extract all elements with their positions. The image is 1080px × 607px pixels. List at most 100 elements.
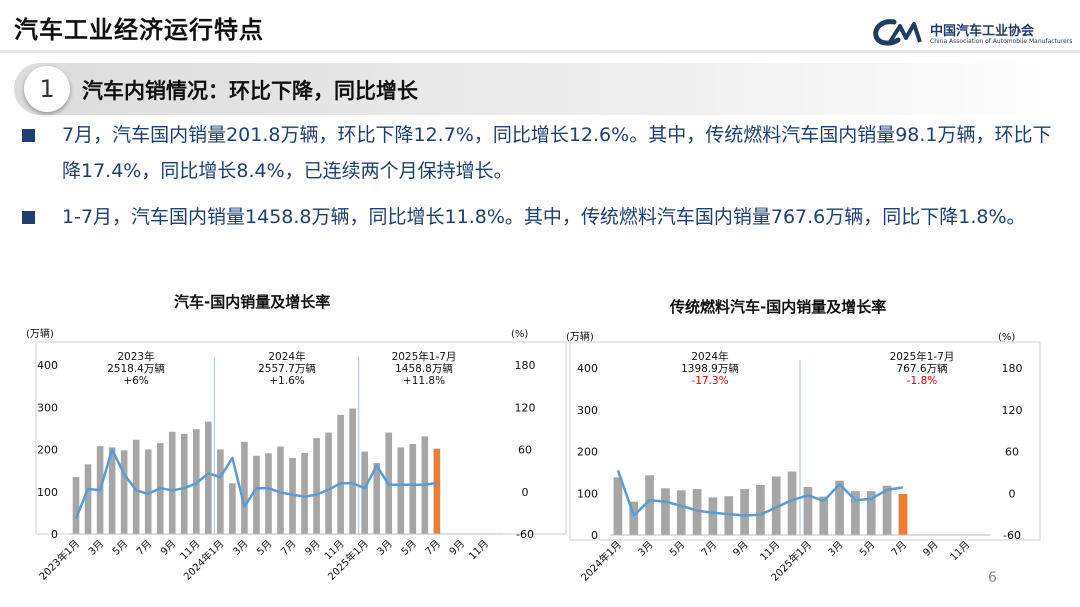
annotation-text: 1398.9万辆 <box>681 362 739 375</box>
bullet-item: 7月，汽车国内销量201.8万辆，环比下降12.7%，同比增长12.6%。其中，… <box>22 117 1062 189</box>
chart-title: 传统燃料汽车-国内销量及增长率 <box>670 298 887 316</box>
bullet-text: 1-7月，汽车国内销量1458.8万辆，同比增长11.8%。其中，传统燃料汽车国… <box>62 206 1026 228</box>
bar <box>835 480 844 535</box>
y2-tick-label: 180 <box>515 359 536 372</box>
bar <box>277 446 284 534</box>
bar <box>787 471 797 535</box>
x-tick-label: 11月 <box>758 539 783 564</box>
y2-tick-label: 60 <box>518 444 532 457</box>
bar <box>661 488 670 535</box>
y-tick-label: 400 <box>577 362 598 375</box>
y-tick-label: 300 <box>577 404 598 417</box>
bar <box>337 414 344 534</box>
y-axis-unit: (万辆) <box>566 330 594 343</box>
bar <box>433 448 441 534</box>
bar <box>289 457 296 534</box>
y2-tick-label: 120 <box>1002 404 1023 417</box>
bar <box>882 485 892 535</box>
bullet-square-icon <box>22 129 35 142</box>
bar <box>168 431 176 534</box>
bar <box>866 491 876 535</box>
y2-tick-label: -60 <box>1003 529 1021 542</box>
chart-title: 汽车-国内销量及增长率 <box>174 293 331 311</box>
x-tick-label: 11月 <box>948 539 973 564</box>
y-tick-label: 100 <box>37 486 58 499</box>
annotation-text: 2023年 <box>117 350 154 363</box>
bar <box>771 476 781 535</box>
logo-text-en: China Association of Automobile Manufact… <box>930 38 1073 45</box>
page-number: 6 <box>988 570 997 586</box>
annotation-text: +11.8% <box>403 375 445 387</box>
bar <box>692 489 702 535</box>
y2-axis-unit: (%) <box>998 332 1015 343</box>
x-tick-label: 7月 <box>699 539 719 559</box>
annotation-text: -17.3% <box>691 375 728 387</box>
growth-rate-line <box>74 448 437 519</box>
header: 汽车工业经济运行特点 中国汽车工业协会 China Association of… <box>0 0 1080 53</box>
page-title: 汽车工业经济运行特点 <box>14 16 264 44</box>
bar <box>803 486 813 535</box>
y-tick-label: 0 <box>51 528 58 541</box>
bar <box>645 475 654 535</box>
bar <box>409 444 417 534</box>
y-tick-label: 200 <box>577 446 598 459</box>
caam-logo-icon <box>873 19 922 46</box>
x-tick-label: 3月 <box>826 539 846 559</box>
x-tick-label: 5月 <box>857 539 877 559</box>
bar <box>361 451 368 534</box>
bar <box>756 484 765 535</box>
bar <box>325 432 332 534</box>
bar <box>72 476 80 534</box>
y-tick-label: 300 <box>37 401 58 414</box>
y-tick-label: 100 <box>577 487 598 500</box>
y2-tick-label: 120 <box>515 401 536 414</box>
annotation-text: -1.8% <box>907 375 937 387</box>
y-axis-unit: (万辆) <box>26 327 54 340</box>
annotation-text: 2024年 <box>268 350 305 363</box>
bar <box>301 452 308 534</box>
bar <box>180 433 188 534</box>
y2-tick-label: 180 <box>1002 362 1023 375</box>
bullet-square-icon <box>22 211 35 224</box>
annotation-text: 2025年1-7月 <box>890 350 955 363</box>
bar <box>629 501 639 535</box>
annotation-text: 2024年 <box>691 350 728 363</box>
y2-tick-label: 60 <box>1005 446 1019 459</box>
x-tick-label: 3月 <box>636 539 656 559</box>
bar <box>132 439 140 534</box>
y2-axis-unit: (%) <box>511 329 528 340</box>
annotation-text: +6% <box>123 375 148 387</box>
bullet-text: 7月，汽车国内销量201.8万辆，环比下降12.7%，同比增长12.6%。其中，… <box>62 124 1052 182</box>
bar <box>819 496 829 535</box>
bar <box>724 496 734 535</box>
bar <box>253 455 260 534</box>
bar <box>613 477 623 535</box>
bar <box>349 408 356 534</box>
x-tick-label: 5月 <box>667 539 687 559</box>
bar <box>898 494 908 535</box>
x-tick-label: 9月 <box>731 539 751 559</box>
bullet-item: 1-7月，汽车国内销量1458.8万辆，同比增长11.8%。其中，传统燃料汽车国… <box>22 199 1062 235</box>
bar <box>192 429 200 534</box>
bar <box>313 438 320 534</box>
header-divider <box>0 50 1080 53</box>
bar <box>851 491 860 535</box>
bar <box>144 449 152 534</box>
x-tick-label: 2024年1月 <box>578 538 624 584</box>
y-tick-label: 200 <box>37 444 58 457</box>
logo-text-cn: 中国汽车工业协会 <box>930 24 1035 39</box>
y2-tick-label: 0 <box>522 486 529 499</box>
bar <box>205 421 212 534</box>
annotation-text: 2518.4万辆 <box>107 362 165 375</box>
bar <box>229 483 236 534</box>
caam-logo: 中国汽车工业协会 China Association of Automobile… <box>872 18 1072 50</box>
bar <box>397 447 405 534</box>
annotation-text: 767.6万辆 <box>896 362 947 375</box>
bar <box>373 463 381 534</box>
y2-tick-label: 0 <box>1009 487 1016 500</box>
section-number: 1 <box>24 66 70 112</box>
annotation-text: 1458.8万辆 <box>395 362 453 375</box>
bar <box>84 464 92 534</box>
